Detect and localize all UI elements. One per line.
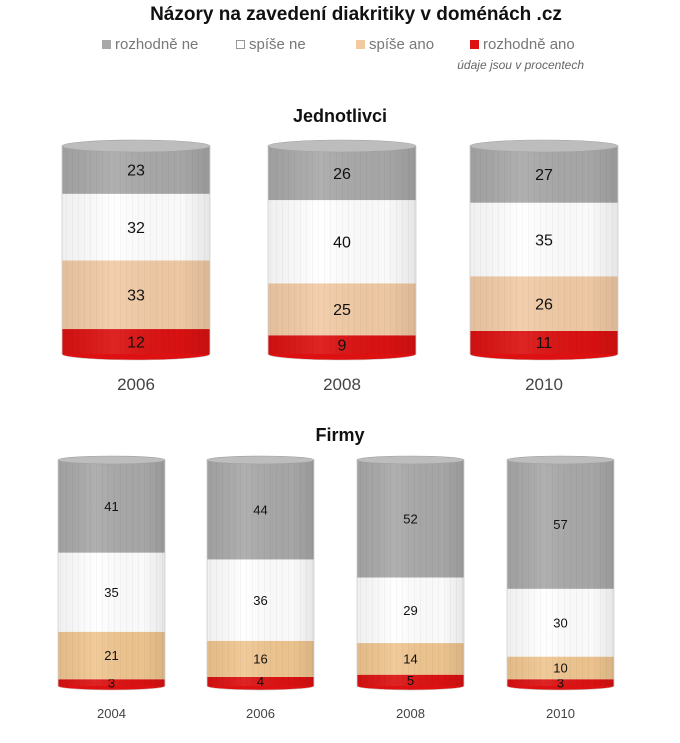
value-label-rozhodne-ne: 44 bbox=[253, 502, 267, 517]
legend-swatch bbox=[102, 40, 111, 49]
legend-label: spíše ne bbox=[249, 36, 306, 53]
segment-shading bbox=[62, 329, 210, 354]
value-label-rozhodne-ano: 3 bbox=[108, 675, 115, 690]
segment-shading bbox=[357, 674, 464, 686]
cylinder-jednotlivci-2008: 9 25 40 26 2008 bbox=[267, 139, 417, 394]
cylinder-top bbox=[57, 455, 166, 465]
cylinder-top bbox=[506, 455, 615, 465]
segment-shading bbox=[62, 193, 210, 261]
value-label-rozhodne-ne: 26 bbox=[333, 166, 351, 183]
year-label: 2004 bbox=[97, 706, 126, 721]
segment-shading bbox=[207, 460, 314, 560]
year-label: 2006 bbox=[117, 375, 155, 394]
value-label-spise-ano: 33 bbox=[127, 287, 145, 304]
segment-shading bbox=[268, 146, 416, 201]
legend-swatch bbox=[356, 40, 365, 49]
legend-item-rozhodne-ano: rozhodně ano bbox=[470, 36, 575, 53]
value-label-rozhodne-ne: 23 bbox=[127, 163, 145, 180]
value-label-rozhodne-ne: 41 bbox=[104, 499, 118, 514]
value-label-spise-ne: 32 bbox=[127, 220, 145, 237]
segment-shading bbox=[58, 460, 165, 553]
segment-shading bbox=[507, 460, 614, 589]
year-label: 2010 bbox=[525, 375, 563, 394]
segment-shading bbox=[268, 335, 416, 354]
legend-label: spíše ano bbox=[369, 36, 435, 53]
value-label-spise-ne: 29 bbox=[403, 603, 417, 618]
segment-shading bbox=[470, 146, 618, 203]
segment-shading bbox=[357, 460, 464, 578]
segment-shading bbox=[58, 552, 165, 632]
cylinder-top bbox=[356, 455, 465, 465]
segment-shading bbox=[507, 679, 614, 686]
segment-shading bbox=[268, 283, 416, 336]
segment-shading bbox=[268, 200, 416, 284]
segment-shading bbox=[207, 559, 314, 641]
cylinder-firmy-2010: 310 30 57 2010 bbox=[506, 455, 615, 721]
units-note: údaje jsou v procentech bbox=[457, 58, 584, 72]
value-label-rozhodne-ne: 57 bbox=[553, 517, 567, 532]
segment-shading bbox=[470, 202, 618, 277]
value-label-spise-ne: 36 bbox=[253, 593, 267, 608]
segment-shading bbox=[62, 146, 210, 194]
value-label-spise-ne: 40 bbox=[333, 234, 351, 251]
year-label: 2010 bbox=[546, 706, 575, 721]
value-label-rozhodne-ne: 52 bbox=[403, 511, 417, 526]
cylinder-top bbox=[267, 139, 417, 153]
legend-item-spise-ano: spíše ano bbox=[356, 36, 434, 53]
value-label-rozhodne-ano: 5 bbox=[407, 673, 414, 688]
value-label-spise-ano: 25 bbox=[333, 302, 351, 319]
cylinder-firmy-2008: 5 14 29 52 2008 bbox=[356, 455, 465, 721]
value-label-rozhodne-ano: 3 bbox=[557, 675, 564, 690]
value-label-spise-ano: 14 bbox=[403, 652, 417, 667]
legend-item-spise-ne: spíše ne bbox=[236, 36, 306, 53]
value-label-spise-ano: 26 bbox=[535, 296, 553, 313]
value-label-spise-ne: 35 bbox=[535, 232, 553, 249]
year-label: 2008 bbox=[396, 706, 425, 721]
value-label-spise-ne: 35 bbox=[104, 585, 118, 600]
section-title-firmy: Firmy bbox=[315, 425, 365, 445]
section-title-jednotlivci: Jednotlivci bbox=[292, 106, 388, 126]
segment-shading bbox=[470, 276, 618, 331]
cylinder-top bbox=[61, 139, 211, 153]
value-label-rozhodne-ne: 27 bbox=[535, 167, 553, 184]
value-label-rozhodne-ano: 4 bbox=[257, 674, 264, 689]
segment-shading bbox=[207, 640, 314, 677]
legend-label: rozhodně ano bbox=[483, 36, 575, 53]
cylinder-top bbox=[469, 139, 619, 153]
value-label-rozhodne-ano: 12 bbox=[127, 334, 145, 351]
segment-shading bbox=[507, 656, 614, 680]
segment-shading bbox=[357, 577, 464, 644]
cylinder-jednotlivci-2006: 12 33 32 23 2006 bbox=[61, 139, 211, 394]
segment-shading bbox=[507, 588, 614, 657]
chart-title: Názory na zavedení diakritiky v doménách… bbox=[150, 4, 562, 25]
value-label-spise-ano: 21 bbox=[104, 648, 118, 663]
cylinder-jednotlivci-2010: 11 26 35 27 2010 bbox=[469, 139, 619, 394]
year-label: 2006 bbox=[246, 706, 275, 721]
legend-label: rozhodně ne bbox=[115, 36, 199, 53]
segment-shading bbox=[58, 631, 165, 680]
cylinder-firmy-2004: 3 21 35 41 2004 bbox=[57, 455, 166, 721]
legend-swatch bbox=[236, 40, 245, 49]
segment-shading bbox=[58, 679, 165, 686]
year-label: 2008 bbox=[323, 375, 361, 394]
segment-shading bbox=[62, 260, 210, 330]
segment-shading bbox=[357, 643, 464, 675]
value-label-spise-ano: 10 bbox=[553, 661, 567, 676]
value-label-rozhodne-ano: 11 bbox=[536, 335, 553, 352]
legend-item-rozhodne-ne: rozhodně ne bbox=[102, 36, 198, 53]
value-label-spise-ne: 30 bbox=[553, 615, 567, 630]
cylinder-firmy-2006: 4 16 36 44 2006 bbox=[206, 455, 315, 721]
legend-swatch bbox=[470, 40, 479, 49]
segment-shading bbox=[207, 676, 314, 686]
value-label-spise-ano: 16 bbox=[253, 652, 267, 667]
value-label-rozhodne-ano: 9 bbox=[338, 337, 347, 354]
cylinder-top bbox=[206, 455, 315, 465]
segment-shading bbox=[470, 330, 618, 354]
